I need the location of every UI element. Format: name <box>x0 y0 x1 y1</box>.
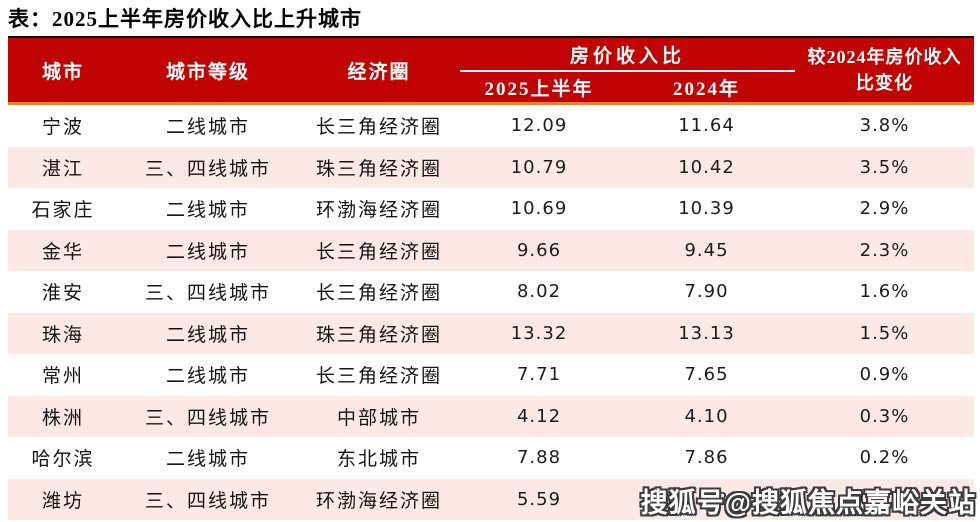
cell-circle: 珠三角经济圈 <box>315 158 442 180</box>
cell-ratio-2025: 7.71 <box>516 364 562 386</box>
col-header-change-line1: 较2024年房价收入 <box>807 47 962 67</box>
cell-ratio-2024: 4.10 <box>684 405 729 427</box>
cell-tier: 二线城市 <box>165 200 250 222</box>
cell-change: 1.6% <box>859 281 910 303</box>
cell-change: 0.2% <box>859 488 910 510</box>
cell-ratio-2024: 10.39 <box>678 198 735 220</box>
cell-ratio-2025: 7.88 <box>516 447 562 469</box>
table-row: 株洲 三、四线城市 中部城市 4.12 4.10 0.3% <box>8 395 974 437</box>
cell-change: 3.8% <box>859 115 910 137</box>
cell-circle: 环渤海经济圈 <box>315 490 442 512</box>
cell-ratio-2025: 4.12 <box>516 405 562 427</box>
cell-city: 淮安 <box>41 283 84 305</box>
cell-city: 哈尔滨 <box>31 449 95 471</box>
price-income-table: 城市 城市等级 经济圈 房价收入比 2025上半年 2024年 较2024年房价… <box>8 36 974 520</box>
table-row: 珠海 二线城市 珠三角经济圈 13.32 13.13 1.5% <box>8 312 974 354</box>
col-header-change-line2: 比变化 <box>856 73 913 93</box>
cell-tier: 三、四线城市 <box>144 158 271 180</box>
cell-ratio-2025: 8.02 <box>516 281 562 303</box>
table-row: 金华 二线城市 长三角经济圈 9.66 9.45 2.3% <box>8 229 974 271</box>
table-row: 淮安 三、四线城市 长三角经济圈 8.02 7.90 1.6% <box>8 271 974 313</box>
sohu-watermark: 搜狐号@搜狐焦点嘉峪关站 <box>640 488 976 518</box>
cell-ratio-2024: 7.90 <box>684 281 729 303</box>
cell-tier: 三、四线城市 <box>144 407 271 429</box>
cell-ratio-2025: 12.09 <box>510 115 568 137</box>
cell-circle: 中部城市 <box>336 407 421 429</box>
cell-tier: 二线城市 <box>165 241 250 263</box>
table-row: 潍坊 三、四线城市 环渤海经济圈 5.59 5.58 0.2% <box>8 478 974 520</box>
cell-ratio-2025: 5.59 <box>516 488 562 510</box>
table-row: 常州 二线城市 长三角经济圈 7.71 7.65 0.9% <box>8 354 974 396</box>
cell-tier: 二线城市 <box>165 449 250 471</box>
col-header-city: 城市 <box>41 61 84 83</box>
table-body: 宁波 二线城市 长三角经济圈 12.09 11.64 3.8% 湛江 三、四线城… <box>8 105 974 520</box>
col-header-change: 较2024年房价收入 比变化 <box>795 38 974 102</box>
cell-change: 0.3% <box>859 405 910 427</box>
col-header-circle: 经济圈 <box>347 61 411 83</box>
table-row: 湛江 三、四线城市 珠三角经济圈 10.79 10.42 3.5% <box>8 146 974 188</box>
cell-ratio-2025: 13.32 <box>510 322 568 344</box>
header-orange-rule <box>8 102 974 105</box>
col-header-2025h1: 2025上半年 <box>484 78 594 100</box>
cell-circle: 环渤海经济圈 <box>315 200 442 222</box>
cell-ratio-2024: 10.42 <box>678 156 735 178</box>
table-row: 哈尔滨 二线城市 东北城市 7.88 7.86 0.2% <box>8 437 974 479</box>
cell-circle: 珠三角经济圈 <box>315 324 442 346</box>
cell-change: 1.5% <box>859 322 910 344</box>
table-top-rule <box>8 36 974 38</box>
table-header: 城市 城市等级 经济圈 房价收入比 2025上半年 2024年 较2024年房价… <box>8 38 974 102</box>
cell-ratio-2024: 13.13 <box>678 322 735 344</box>
cell-change: 2.9% <box>859 198 910 220</box>
cell-city: 株洲 <box>41 407 84 429</box>
cell-circle: 长三角经济圈 <box>315 241 442 263</box>
cell-tier: 二线城市 <box>165 366 250 388</box>
cell-ratio-2025: 10.69 <box>510 198 568 220</box>
table-row: 石家庄 二线城市 环渤海经济圈 10.69 10.39 2.9% <box>8 188 974 230</box>
cell-change: 3.5% <box>859 156 910 178</box>
cell-tier: 二线城市 <box>165 324 250 346</box>
cell-circle: 长三角经济圈 <box>315 117 442 139</box>
cell-tier: 二线城市 <box>165 117 250 139</box>
cell-city: 珠海 <box>41 324 84 346</box>
cell-city: 金华 <box>41 241 84 263</box>
cell-circle: 长三角经济圈 <box>315 283 442 305</box>
cell-change: 0.9% <box>859 364 910 386</box>
cell-circle: 长三角经济圈 <box>315 366 442 388</box>
cell-city: 潍坊 <box>41 490 84 512</box>
cell-city: 宁波 <box>41 117 84 139</box>
cell-change: 0.2% <box>859 447 910 469</box>
cell-circle: 东北城市 <box>336 449 421 471</box>
col-header-ratio-group: 房价收入比 <box>460 38 795 72</box>
cell-ratio-2024: 7.86 <box>684 447 729 469</box>
cell-ratio-2024: 5.58 <box>684 488 729 510</box>
cell-ratio-2024: 11.64 <box>678 115 735 137</box>
cell-ratio-2024: 7.65 <box>684 364 729 386</box>
cell-ratio-2025: 9.66 <box>516 239 562 261</box>
cell-city: 常州 <box>41 366 84 388</box>
col-header-2024: 2024年 <box>672 78 740 100</box>
cell-tier: 三、四线城市 <box>144 283 271 305</box>
col-header-tier: 城市等级 <box>165 61 250 83</box>
table-row: 宁波 二线城市 长三角经济圈 12.09 11.64 3.8% <box>8 105 974 147</box>
cell-change: 2.3% <box>859 239 910 261</box>
cell-ratio-2024: 9.45 <box>684 239 729 261</box>
page-title: 表：2025上半年房价收入比上升城市 <box>8 7 362 31</box>
cell-city: 石家庄 <box>31 200 95 222</box>
cell-ratio-2025: 10.79 <box>510 156 568 178</box>
cell-tier: 三、四线城市 <box>144 490 271 512</box>
cell-city: 湛江 <box>41 158 84 180</box>
